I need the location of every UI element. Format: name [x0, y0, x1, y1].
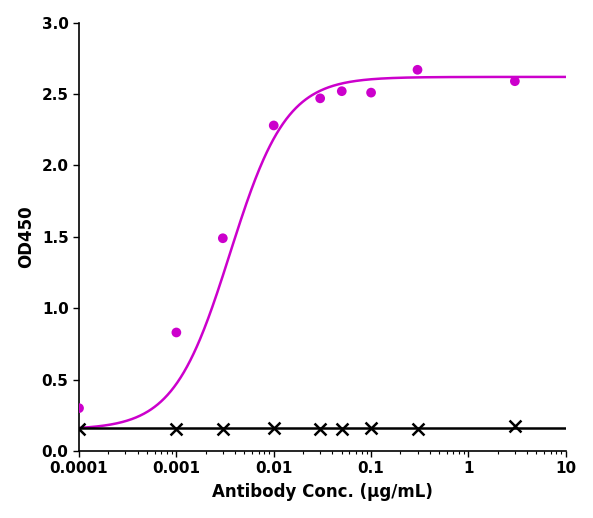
Point [74, 404, 84, 412]
Point [413, 425, 422, 433]
Point [269, 121, 279, 130]
Point [366, 89, 376, 97]
Point [510, 77, 519, 85]
Y-axis label: OD450: OD450 [17, 206, 34, 268]
Point [171, 425, 181, 433]
Point [510, 422, 519, 430]
Point [315, 94, 325, 103]
Point [269, 424, 279, 433]
Point [413, 66, 422, 74]
Point [171, 328, 181, 337]
Point [218, 425, 228, 433]
Point [218, 234, 228, 242]
Point [366, 424, 376, 433]
Point [337, 87, 346, 95]
Point [315, 425, 325, 433]
Point [337, 425, 346, 433]
Point [74, 425, 84, 433]
X-axis label: Antibody Conc. (μg/mL): Antibody Conc. (μg/mL) [212, 483, 433, 501]
